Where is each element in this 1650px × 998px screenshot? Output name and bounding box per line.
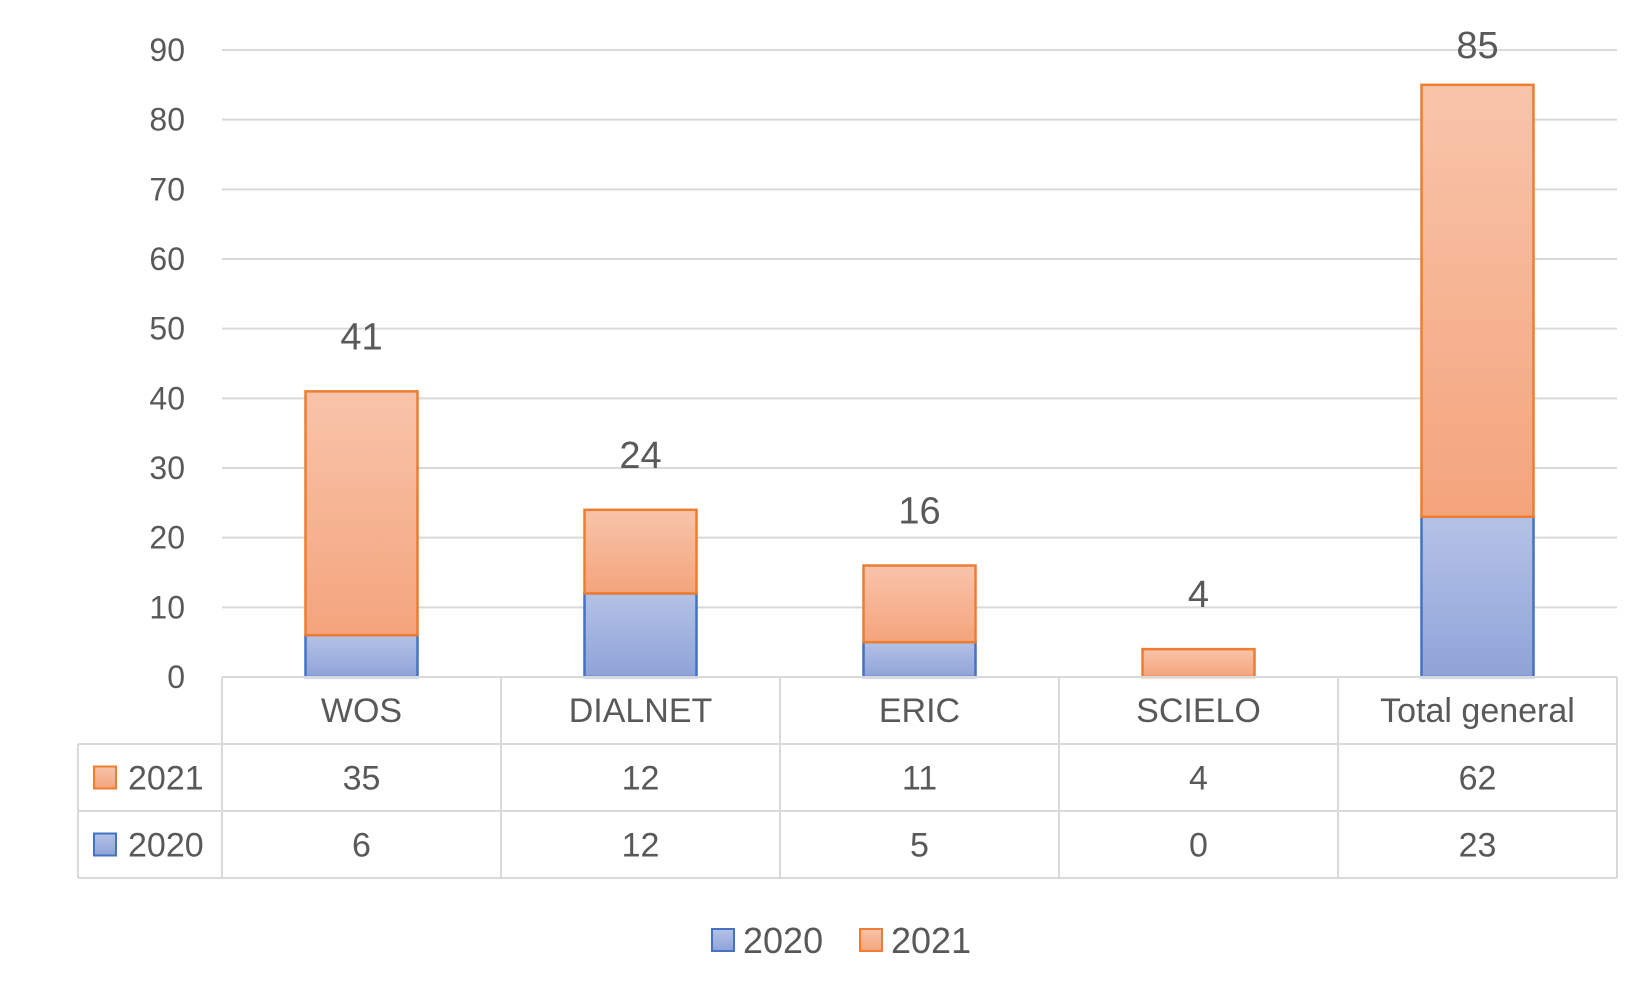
y-tick-label: 80 <box>149 102 185 138</box>
bar-2021-eric <box>862 564 977 644</box>
y-axis-ticks: 0 10 20 30 40 50 60 70 80 90 <box>149 32 185 695</box>
legend-key <box>711 928 735 952</box>
category-label: DIALNET <box>569 692 713 730</box>
bar-2020-total-general <box>1420 515 1535 679</box>
y-tick-label: 70 <box>149 171 185 207</box>
total-label: 24 <box>619 435 661 477</box>
table-cell: 62 <box>1459 760 1497 798</box>
total-label: 41 <box>340 316 382 358</box>
table-legend-key <box>93 765 117 790</box>
y-tick-label: 0 <box>167 659 185 695</box>
table-cell: 23 <box>1459 827 1497 865</box>
legend: 2020 2021 <box>711 920 971 961</box>
table-cell: 0 <box>1189 827 1208 865</box>
table-cell: 35 <box>343 760 381 798</box>
total-label: 85 <box>1456 25 1498 67</box>
bar-2020-eric <box>862 640 977 679</box>
gridlines <box>222 49 1617 609</box>
bar-2021-dialnet <box>583 508 698 595</box>
table-cell: 5 <box>910 827 929 865</box>
table-legend-key <box>93 832 117 857</box>
y-tick-label: 20 <box>149 520 185 556</box>
y-tick-label: 50 <box>149 311 185 347</box>
table-cell: 11 <box>902 760 937 798</box>
bar-2021-wos <box>304 390 419 637</box>
table-row-label: 2020 <box>128 827 204 865</box>
category-label: ERIC <box>879 692 960 730</box>
bar-2020-dialnet <box>583 592 698 679</box>
bar-2021-scielo <box>1141 647 1256 679</box>
table-cell: 12 <box>622 827 660 865</box>
category-label: SCIELO <box>1136 692 1261 730</box>
table-row-label: 2021 <box>128 760 204 798</box>
y-tick-label: 10 <box>149 589 185 625</box>
category-label: WOS <box>321 692 402 730</box>
table-cell: 12 <box>622 760 660 798</box>
y-tick-label: 40 <box>149 380 185 416</box>
y-tick-label: 30 <box>149 450 185 486</box>
data-table: WOS DIALNET ERIC SCIELO Total general 2021 35 1… <box>77 676 1618 879</box>
legend-key <box>859 928 883 952</box>
total-label: 16 <box>898 491 940 533</box>
table-cell: 4 <box>1189 760 1208 798</box>
bar-2020-wos <box>304 633 419 679</box>
legend-label: 2021 <box>891 920 971 961</box>
table-cell: 6 <box>352 827 371 865</box>
category-label: Total general <box>1380 692 1575 730</box>
bar-2021-total-general <box>1420 83 1535 519</box>
bars <box>304 83 1535 679</box>
y-tick-label: 60 <box>149 241 185 277</box>
y-tick-label: 90 <box>149 32 185 68</box>
total-label: 4 <box>1188 574 1209 616</box>
total-labels: 41 24 16 4 85 <box>340 25 1498 616</box>
legend-label: 2020 <box>743 920 823 961</box>
